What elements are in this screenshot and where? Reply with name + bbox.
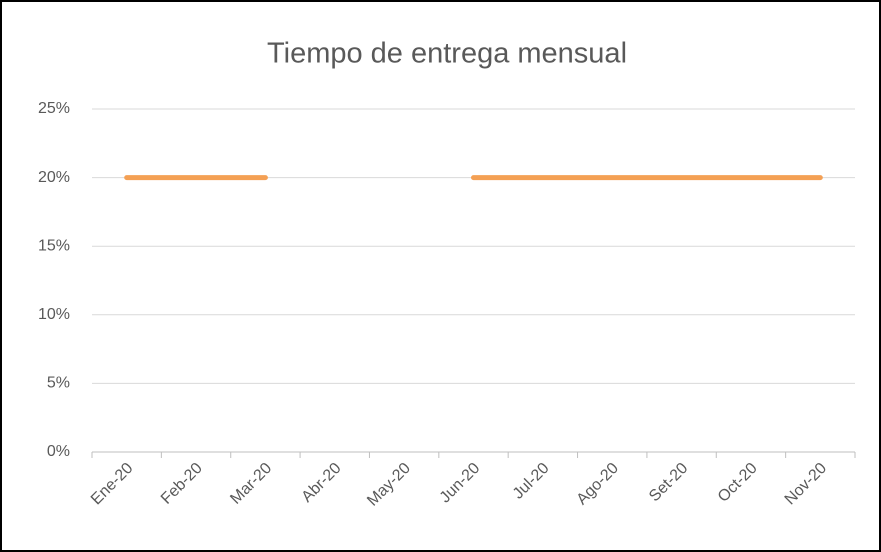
y-tick-label: 25% [38,100,70,117]
y-tick-label: 15% [38,237,70,254]
y-tick-label: 10% [38,306,70,323]
y-tick-label: 5% [47,375,70,392]
y-tick-label: 0% [47,443,70,460]
chart-title: Tiempo de entrega mensual [267,38,627,70]
y-tick-label: 20% [38,169,70,186]
